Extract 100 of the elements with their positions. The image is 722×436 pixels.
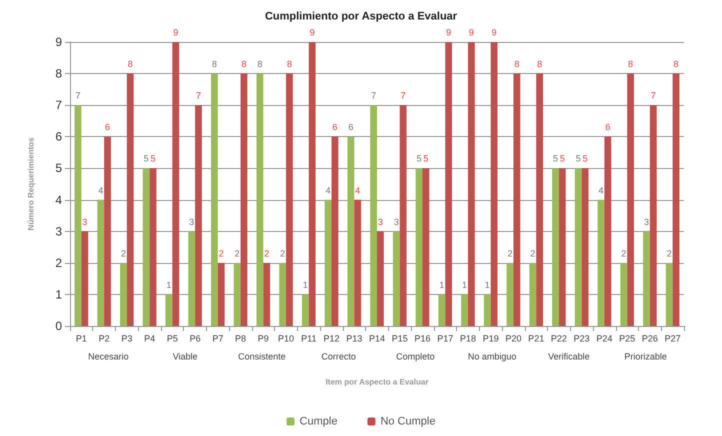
x-tick-label: P11 xyxy=(301,334,316,344)
data-label: 8 xyxy=(128,59,133,70)
x-tick-label: P26 xyxy=(642,334,658,344)
x-tick-label: P12 xyxy=(324,334,340,344)
y-tick-label: 2 xyxy=(55,256,62,270)
data-label: 9 xyxy=(492,28,497,38)
bar xyxy=(195,105,202,326)
y-tick-label: 3 xyxy=(55,224,62,238)
text: Verificable xyxy=(548,352,590,362)
bar xyxy=(438,294,446,326)
bar xyxy=(513,74,520,326)
bar xyxy=(218,262,225,326)
bar xyxy=(582,168,588,326)
data-label: 3 xyxy=(644,216,649,227)
bar xyxy=(120,262,127,326)
bar xyxy=(392,231,400,326)
bar xyxy=(81,231,88,326)
data-label: 3 xyxy=(189,216,194,227)
bar xyxy=(370,105,377,326)
bar xyxy=(643,231,650,326)
data-label: 6 xyxy=(605,122,610,132)
x-axis-title: Item por Aspecto a Evaluar xyxy=(326,378,428,386)
data-label: 8 xyxy=(514,59,520,70)
data-label: 5 xyxy=(423,154,428,164)
data-label: 2 xyxy=(218,248,224,258)
bar xyxy=(672,74,680,326)
data-label: 1 xyxy=(462,280,468,290)
y-axis-title: Número Requerimientos xyxy=(26,136,36,230)
data-label: 9 xyxy=(310,28,315,38)
data-label: 7 xyxy=(400,90,406,101)
data-label: 2 xyxy=(666,248,672,258)
x-tick-label: P17 xyxy=(437,334,454,344)
y-tick-label: 6 xyxy=(55,130,62,144)
data-label: 3 xyxy=(378,216,383,227)
data-label: 5 xyxy=(576,154,581,164)
data-label: 7 xyxy=(75,90,80,101)
data-label: 3 xyxy=(82,216,88,227)
data-label: 2 xyxy=(120,248,126,258)
bar xyxy=(529,262,536,326)
data-label: 1 xyxy=(439,280,444,290)
bar xyxy=(126,74,134,326)
data-label: 3 xyxy=(394,216,399,227)
data-label: 9 xyxy=(468,28,474,38)
data-label: 2 xyxy=(621,248,626,258)
bar xyxy=(354,200,362,326)
data-label: 2 xyxy=(280,248,286,258)
x-tick-label: P20 xyxy=(505,334,522,344)
data-label: 8 xyxy=(628,59,634,70)
legend-label: Cumple xyxy=(300,416,338,428)
x-tick-label: P25 xyxy=(619,334,636,344)
y-tick-label: 0 xyxy=(55,319,62,333)
data-label: 8 xyxy=(537,59,542,70)
bar xyxy=(104,136,111,326)
x-tick-label: P8 xyxy=(235,334,246,344)
x-tick-label: P27 xyxy=(664,334,681,344)
bar xyxy=(598,200,604,326)
bar xyxy=(188,231,196,326)
bar xyxy=(240,74,248,326)
bar xyxy=(302,294,309,326)
data-label: 5 xyxy=(553,154,558,164)
bar xyxy=(256,74,264,326)
data-label: 8 xyxy=(286,59,292,70)
bar xyxy=(97,200,104,326)
bar xyxy=(620,262,628,326)
data-label: 7 xyxy=(371,90,376,101)
bar xyxy=(604,136,612,326)
data-label: 1 xyxy=(484,280,490,290)
x-tick-label: P14 xyxy=(368,334,386,344)
data-label: 6 xyxy=(105,122,110,132)
x-tick-label: P9 xyxy=(258,334,269,344)
bar xyxy=(74,105,82,326)
x-tick-label: P16 xyxy=(414,334,430,344)
data-label: 4 xyxy=(598,185,604,196)
bar xyxy=(468,42,475,326)
bar xyxy=(552,168,559,326)
bar xyxy=(286,74,293,326)
text: Priorizable xyxy=(624,352,667,362)
data-label: 5 xyxy=(150,154,156,164)
bar xyxy=(400,105,407,326)
text: Correcto xyxy=(321,352,356,362)
bar xyxy=(490,42,498,326)
bar xyxy=(416,168,422,326)
data-label: 8 xyxy=(674,59,679,70)
text: No ambiguo xyxy=(468,352,516,362)
text: Consistente xyxy=(238,352,286,362)
data-label: 2 xyxy=(234,248,240,258)
bar xyxy=(627,74,634,326)
bar xyxy=(234,262,241,326)
legend-label: No Cumple xyxy=(380,416,436,428)
data-label: 1 xyxy=(166,280,172,290)
data-label: 1 xyxy=(302,280,308,290)
data-label: 2 xyxy=(264,248,270,258)
bar xyxy=(150,168,156,326)
bar xyxy=(324,200,332,326)
data-label: 4 xyxy=(98,185,104,196)
text: Necesario xyxy=(88,352,129,362)
x-tick-label: P6 xyxy=(190,334,201,344)
data-label: 4 xyxy=(326,185,331,196)
x-tick-label: P13 xyxy=(346,334,362,344)
bar xyxy=(445,42,452,326)
